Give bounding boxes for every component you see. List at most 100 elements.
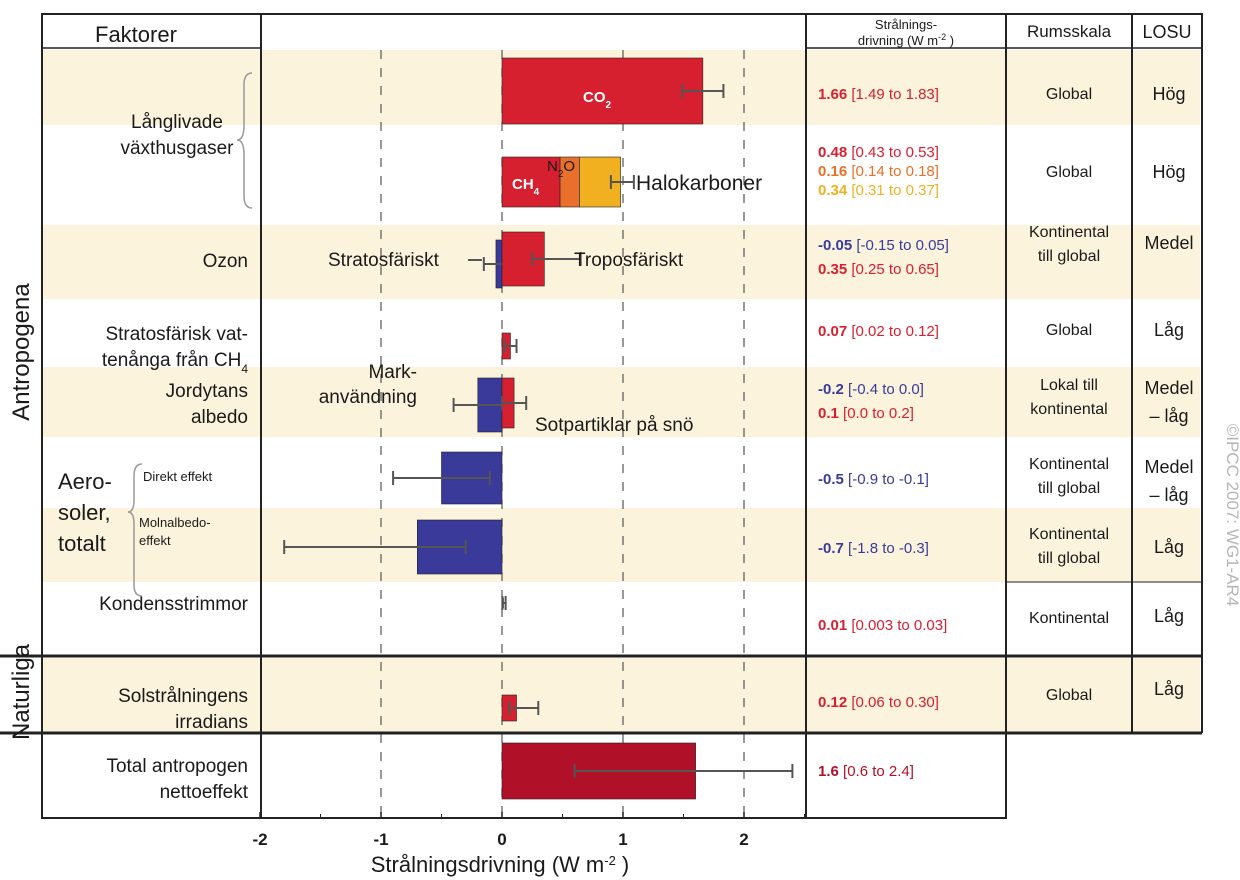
forcing-range: [-1.8 to -0.3]	[844, 540, 929, 557]
scale-value: Kontinental	[1029, 610, 1109, 627]
aerosol-cloud-label: effekt	[139, 533, 171, 548]
brace	[127, 463, 143, 597]
factor-label: Stratosfärisk vat-	[105, 324, 248, 345]
losu-value: Låg	[1154, 537, 1184, 557]
forcing-central: -0.7	[818, 540, 844, 557]
tick-label: 1	[618, 830, 627, 849]
forcing-value: 0.01 [0.003 to 0.03]	[818, 617, 947, 634]
group-labels: Antropogena Naturliga	[8, 283, 35, 740]
forcing-value: 0.48 [0.43 to 0.53]	[818, 144, 939, 161]
forcing-value: 1.66 [1.49 to 1.83]	[818, 86, 939, 103]
aerosol-direct-label: Direkt effekt	[143, 469, 213, 484]
bar	[501, 156, 561, 208]
factor-label: växthusgaser	[120, 138, 234, 159]
subscript: 2	[558, 169, 564, 180]
factor-label: albedo	[191, 407, 248, 428]
factor-label: Kondensstrimmor	[99, 594, 249, 615]
losu-value: Medel	[1144, 378, 1193, 398]
scale-value: Global	[1046, 86, 1092, 103]
forcing-range: [0.02 to 0.12]	[847, 323, 939, 340]
losu-column: Hög Hög Medel Låg Medel – låg Medel – låg Låg Låg…	[1144, 84, 1193, 699]
factor-labels: Långlivade växthusgaser Ozon Stratosfärisk …	[58, 72, 253, 803]
forcing-central: 0.16	[818, 163, 847, 180]
losu-value: Låg	[1154, 679, 1184, 699]
scale-value: Lokal till	[1040, 377, 1098, 394]
forcing-central: 0.07	[818, 323, 847, 340]
x-axis-label: Strålningsdrivning (W m-2 )	[371, 852, 630, 877]
tick-label: -2	[252, 830, 267, 849]
forcing-central: 1.66	[818, 86, 847, 103]
factor-label: Solstrålningens	[118, 686, 248, 707]
scale-value: Kontinental	[1029, 526, 1109, 543]
scale-value: Kontinental	[1029, 456, 1109, 473]
forcing-central: -0.2	[818, 381, 844, 398]
group-anthropogenic: Antropogena	[8, 283, 35, 421]
bar	[501, 57, 704, 125]
header-losu: LOSU	[1142, 22, 1191, 42]
header-forcing: drivning (W m-2 )	[858, 32, 954, 48]
factor-label: nettoeffekt	[160, 782, 249, 803]
subscript: 2	[606, 100, 612, 111]
scale-value: Global	[1046, 687, 1092, 704]
losu-value: Låg	[1154, 606, 1184, 626]
brace	[236, 72, 253, 209]
forcing-central: -0.5	[818, 471, 844, 488]
header-forcing: Strålnings-	[875, 17, 937, 32]
row-band	[42, 508, 1200, 582]
forcing-value: -0.05 [-0.15 to 0.05]	[818, 237, 949, 254]
tick-label: 0	[497, 830, 506, 849]
watermark-text: ©IPCC 2007: WG1-AR4	[1223, 424, 1240, 607]
factor-label: Ozon	[203, 251, 248, 272]
bars	[283, 57, 794, 800]
aerosol-cloud-label: Molnalbedo-	[139, 515, 211, 530]
panel-frames	[0, 13, 1203, 819]
factor-label: Långlivade	[131, 112, 223, 133]
scale-value: till global	[1038, 248, 1100, 265]
superscript: -2	[604, 853, 616, 868]
forcing-central: 0.01	[818, 617, 847, 634]
aerosol-label: Aero-	[58, 469, 112, 494]
forcing-range: [0.0 to 0.2]	[839, 405, 914, 422]
stratospheric-label: Stratosfäriskt	[328, 250, 440, 271]
scale-value: till global	[1038, 550, 1100, 567]
forcing-range: [0.6 to 2.4]	[839, 763, 914, 780]
header-scale: Rumsskala	[1027, 22, 1112, 41]
spatial-scale-column: Global Global Kontinental till global Global…	[1029, 86, 1109, 704]
forcing-value: 0.12 [0.06 to 0.30]	[818, 694, 939, 711]
forcing-range: [0.43 to 0.53]	[847, 144, 939, 161]
forcing-central: 0.35	[818, 261, 847, 278]
factor-label: Jordytans	[166, 381, 248, 402]
subscript: 4	[534, 187, 540, 198]
losu-value: Medel	[1144, 457, 1193, 477]
soot-label: Sotpartiklar på snö	[535, 415, 693, 436]
tropospheric-label: Troposfäriskt	[574, 250, 684, 271]
forcing-range: [1.49 to 1.83]	[847, 86, 939, 103]
co2-label: CO2	[583, 89, 612, 111]
losu-value: – låg	[1149, 406, 1188, 426]
forcing-range: [0.14 to 0.18]	[847, 163, 939, 180]
subscript: 4	[241, 362, 248, 376]
x-axis: -2 -1 0 1 2 Strålningsdrivning (W m-2 )	[252, 812, 805, 877]
in-plot-labels: CO2 N2O CH4 Halokarboner Stratosfäriskt Tropo…	[319, 89, 762, 436]
forcing-central: 0.1	[818, 405, 839, 422]
tick-label: -1	[373, 830, 388, 849]
forcing-range: [0.25 to 0.65]	[847, 261, 939, 278]
column-headers: Faktorer Strålnings-drivning (W m-2 ) Rums…	[95, 17, 1192, 48]
forcing-central: 0.48	[818, 144, 847, 161]
scale-value: till global	[1038, 480, 1100, 497]
forcing-central: 1.6	[818, 763, 839, 780]
forcing-central: 0.12	[818, 694, 847, 711]
group-natural: Naturliga	[8, 643, 35, 740]
forcing-central: -0.05	[818, 237, 852, 254]
x-axis-label-end: )	[616, 852, 629, 877]
forcing-value: -0.2 [-0.4 to 0.0]	[818, 381, 924, 398]
n2o-label-end: O	[563, 158, 575, 175]
aerosol-label: soler,	[58, 500, 111, 525]
scale-value: kontinental	[1030, 401, 1107, 418]
superscript: -2	[938, 32, 946, 42]
ch4-label: CH4	[512, 176, 540, 198]
forcing-values-column: 1.66 [1.49 to 1.83]0.48 [0.43 to 0.53]0.…	[818, 86, 949, 780]
forcing-central: 0.34	[818, 182, 848, 199]
forcing-range: [0.003 to 0.03]	[847, 617, 947, 634]
